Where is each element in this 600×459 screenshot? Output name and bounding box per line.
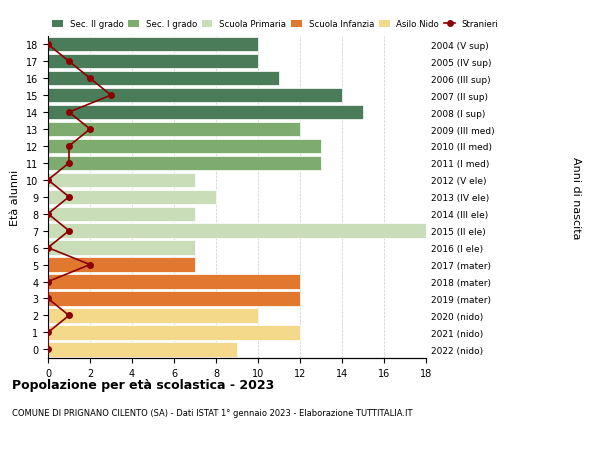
Y-axis label: Età alunni: Età alunni xyxy=(10,169,20,225)
Bar xyxy=(48,342,237,357)
Bar xyxy=(48,140,321,154)
Y-axis label: Anni di nascita: Anni di nascita xyxy=(571,156,581,239)
Text: Popolazione per età scolastica - 2023: Popolazione per età scolastica - 2023 xyxy=(12,379,274,392)
Bar xyxy=(48,207,195,221)
Bar xyxy=(48,72,279,86)
Bar xyxy=(48,291,300,306)
Legend: Sec. II grado, Sec. I grado, Scuola Primaria, Scuola Infanzia, Asilo Nido, Stran: Sec. II grado, Sec. I grado, Scuola Prim… xyxy=(52,20,499,29)
Bar xyxy=(48,157,321,171)
Bar xyxy=(48,275,300,289)
Bar xyxy=(48,325,300,340)
Bar xyxy=(48,258,195,272)
Bar xyxy=(48,123,300,137)
Bar xyxy=(48,89,342,103)
Bar xyxy=(48,190,216,205)
Bar xyxy=(48,38,258,52)
Bar xyxy=(48,106,363,120)
Bar xyxy=(48,241,195,255)
Text: COMUNE DI PRIGNANO CILENTO (SA) - Dati ISTAT 1° gennaio 2023 - Elaborazione TUTT: COMUNE DI PRIGNANO CILENTO (SA) - Dati I… xyxy=(12,409,413,418)
Bar xyxy=(48,173,195,188)
Bar xyxy=(48,55,258,69)
Bar xyxy=(48,308,258,323)
Bar xyxy=(48,224,426,238)
